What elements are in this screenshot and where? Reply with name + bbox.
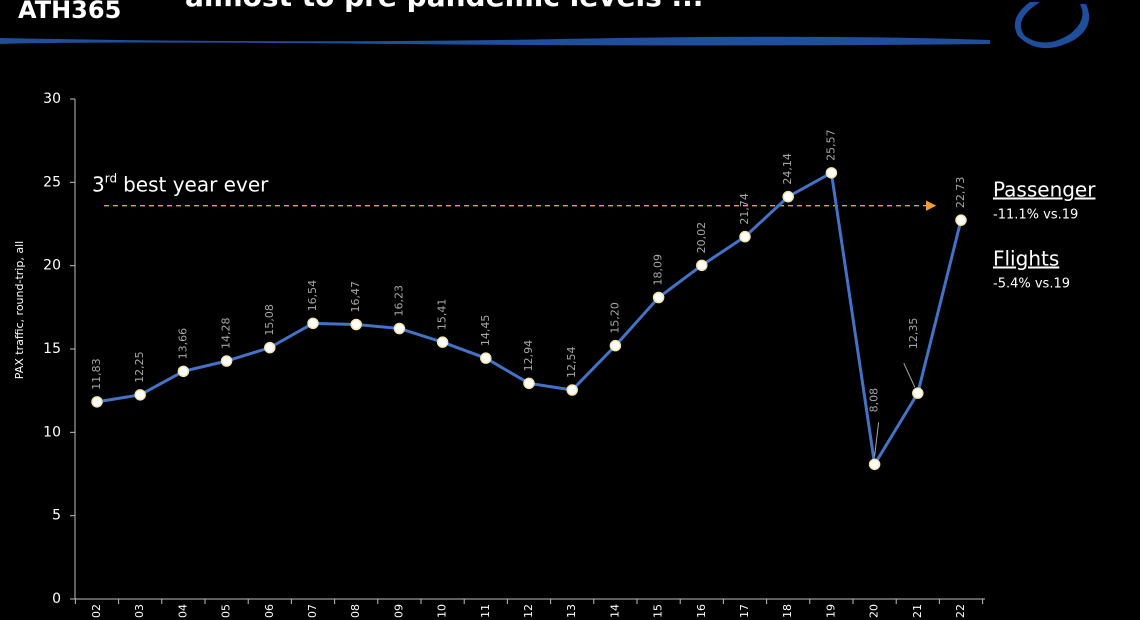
reference-text: best year ever bbox=[123, 172, 269, 196]
data-point bbox=[393, 322, 406, 335]
data-label: 22,73 bbox=[954, 177, 967, 209]
data-point bbox=[696, 259, 708, 272]
data-point bbox=[220, 355, 233, 367]
leader-line bbox=[903, 362, 916, 388]
data-point bbox=[955, 214, 967, 226]
data-label: 18,09 bbox=[652, 254, 665, 286]
note-title: Passenger bbox=[993, 178, 1096, 202]
chart-title: almost to pre pandemic levels ... bbox=[185, 0, 703, 13]
x-tick-label: 03 bbox=[133, 604, 146, 618]
x-tick-label: 11 bbox=[479, 604, 492, 618]
reference-label: 3rd best year ever bbox=[92, 171, 269, 196]
x-tick-label: 20 bbox=[868, 604, 881, 618]
data-point bbox=[91, 396, 103, 408]
data-label: 15,08 bbox=[263, 304, 276, 336]
logo: ATH365 bbox=[18, 0, 121, 24]
data-label: 16,54 bbox=[306, 280, 319, 312]
data-point bbox=[868, 458, 881, 471]
data-point bbox=[825, 167, 838, 179]
x-tick-label: 07 bbox=[306, 604, 319, 618]
data-point bbox=[307, 317, 319, 330]
x-tick-label: 08 bbox=[349, 604, 362, 618]
reference-number: 3 bbox=[92, 172, 105, 196]
data-label: 14,45 bbox=[479, 315, 492, 347]
y-tick-label: 10 bbox=[43, 424, 61, 440]
x-tick-label: 04 bbox=[176, 604, 189, 618]
data-label: 12,25 bbox=[133, 351, 146, 383]
note-text: -11.1% vs.19 bbox=[993, 208, 1078, 223]
data-point bbox=[609, 339, 622, 352]
leader-line bbox=[874, 422, 880, 457]
x-tick-label: 21 bbox=[911, 604, 924, 618]
note-title: Flights bbox=[993, 247, 1059, 271]
x-tick-label: 12 bbox=[522, 604, 535, 618]
data-label: 16,47 bbox=[349, 281, 362, 313]
y-tick-label: 20 bbox=[43, 258, 61, 274]
data-point bbox=[782, 190, 794, 203]
x-tick-label: 19 bbox=[824, 604, 837, 618]
x-tick-label: 13 bbox=[565, 604, 578, 618]
x-tick-label: 17 bbox=[738, 604, 751, 618]
x-tick-label: 02 bbox=[90, 604, 103, 618]
y-axis-label: PAX traffic, round-trip, all bbox=[13, 241, 26, 379]
y-tick-label: 0 bbox=[52, 591, 61, 607]
y-tick-label: 30 bbox=[43, 91, 61, 107]
reference-suffix: rd bbox=[105, 171, 117, 185]
x-tick-label: 10 bbox=[436, 604, 449, 618]
data-label: 15,41 bbox=[436, 299, 449, 331]
data-label: 24,14 bbox=[781, 153, 794, 185]
data-label: 13,66 bbox=[176, 328, 189, 360]
data-label: 12,35 bbox=[907, 318, 920, 350]
data-point bbox=[177, 365, 190, 378]
y-tick-label: 15 bbox=[43, 341, 61, 357]
data-label: 14,28 bbox=[220, 318, 233, 350]
x-tick-label: 18 bbox=[781, 604, 794, 618]
x-tick-label: 16 bbox=[695, 604, 708, 618]
data-label: 21,74 bbox=[738, 193, 751, 225]
y-tick-label: 25 bbox=[43, 174, 61, 190]
data-label: 12,54 bbox=[565, 347, 578, 379]
y-tick-label: 5 bbox=[52, 508, 61, 524]
x-tick-label: 22 bbox=[954, 604, 967, 618]
data-point bbox=[134, 389, 146, 401]
data-label: 16,23 bbox=[392, 285, 405, 317]
data-point bbox=[912, 387, 924, 399]
data-label: 8,08 bbox=[868, 388, 881, 413]
x-tick-label: 06 bbox=[263, 604, 276, 618]
data-point bbox=[350, 318, 362, 331]
data-point bbox=[652, 291, 665, 304]
data-point bbox=[523, 377, 535, 390]
logo-swirl bbox=[1014, 2, 1090, 49]
note-text: -5.4% vs.19 bbox=[993, 277, 1070, 292]
data-label: 25,57 bbox=[824, 129, 837, 161]
header-stripe bbox=[0, 36, 990, 46]
data-label: 12,94 bbox=[522, 340, 535, 372]
data-point bbox=[739, 230, 751, 243]
x-tick-label: 05 bbox=[220, 604, 233, 618]
data-point bbox=[566, 384, 578, 396]
x-tick-label: 15 bbox=[652, 604, 665, 618]
data-label: 15,20 bbox=[608, 302, 621, 334]
x-tick-label: 14 bbox=[608, 604, 621, 618]
data-label: 20,02 bbox=[695, 222, 708, 254]
x-tick-label: 09 bbox=[392, 604, 405, 618]
data-point bbox=[480, 352, 492, 364]
data-point bbox=[436, 336, 449, 348]
data-label: 11,83 bbox=[90, 358, 103, 390]
data-point bbox=[264, 341, 276, 354]
